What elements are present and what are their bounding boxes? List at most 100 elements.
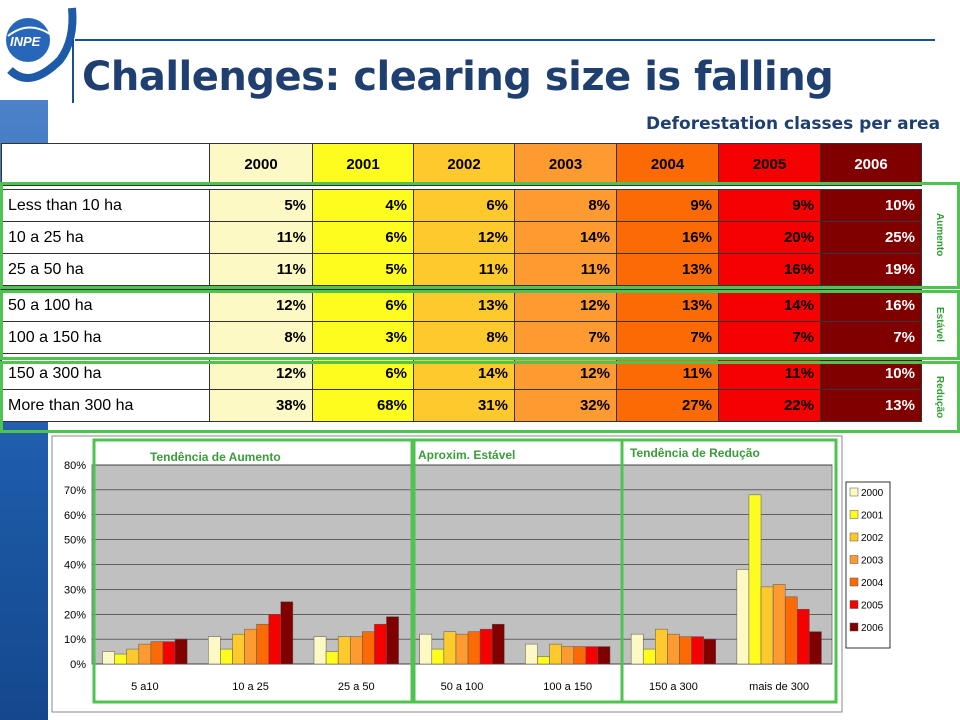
y-tick-label: 60% xyxy=(64,510,86,522)
table-cell: 14% xyxy=(718,289,821,322)
table-subtitle: Deforestation classes per area xyxy=(646,114,941,134)
logo-text: INPE xyxy=(10,34,41,49)
page-title: Challenges: clearing size is falling xyxy=(82,54,834,100)
legend-label: 2002 xyxy=(861,533,884,544)
bar xyxy=(374,623,387,665)
bar xyxy=(431,648,445,665)
bar xyxy=(655,628,668,665)
bar xyxy=(772,584,786,665)
chart-group-box-reducao xyxy=(620,438,838,704)
bar xyxy=(630,633,644,665)
bar xyxy=(208,636,221,665)
group-label-estavel: Estável xyxy=(934,307,945,343)
bar xyxy=(784,596,798,665)
bar xyxy=(691,636,704,665)
y-tick-label: 10% xyxy=(64,634,86,646)
x-tick-label: 25 a 50 xyxy=(338,681,375,693)
table-row: 100 a 150 ha 8% 3% 8% 7% 7% 7% 7% xyxy=(1,321,922,354)
inpe-logo: INPE xyxy=(6,7,77,82)
table-cell: 11% xyxy=(209,253,313,286)
legend-swatch xyxy=(849,487,859,497)
y-tick-label: 80% xyxy=(64,460,86,472)
bar xyxy=(150,641,164,665)
table-cell: 16% xyxy=(718,253,821,286)
table-cell: 10% xyxy=(820,189,922,222)
table-cell: 7% xyxy=(718,321,821,354)
legend-swatch xyxy=(849,555,859,564)
bar xyxy=(797,609,810,665)
table-cell: 6% xyxy=(413,189,515,222)
table-cell: 13% xyxy=(616,289,719,322)
bar xyxy=(537,656,550,665)
table-row: 10 a 25 ha 11% 6% 12% 14% 16% 20% 25% xyxy=(1,221,922,254)
table-cell: 13% xyxy=(616,253,719,286)
legend-swatch xyxy=(849,577,859,587)
table-cell: 11% xyxy=(514,253,617,286)
table-cell: 31% xyxy=(413,389,515,422)
bar xyxy=(748,494,762,665)
bar xyxy=(386,616,399,665)
bar xyxy=(337,636,351,665)
y-tick-label: 40% xyxy=(64,560,86,572)
bar xyxy=(232,633,245,665)
x-tick-label: 10 a 25 xyxy=(232,681,269,693)
group-box-reducao xyxy=(0,361,960,433)
table-header-row: 2000 2001 2002 2003 2004 2005 2006 xyxy=(1,143,922,186)
bar xyxy=(443,631,457,665)
x-tick-label: 50 a 100 xyxy=(441,681,484,693)
table-cell: 32% xyxy=(514,389,617,422)
group-box-estavel xyxy=(0,290,960,360)
bar xyxy=(597,646,611,665)
group-label-reducao: Redução xyxy=(934,375,945,419)
table-row: More than 300 ha 38% 68% 31% 32% 27% 22%… xyxy=(1,389,922,422)
annotation-reducao: Tendência de Redução xyxy=(630,446,760,460)
legend-box xyxy=(845,481,891,649)
table-cell: 12% xyxy=(514,289,617,322)
table-cell: 68% xyxy=(312,389,414,422)
table-cell: 11% xyxy=(413,253,515,286)
annotation-estavel: Aproxim. Estável xyxy=(418,448,516,462)
table-cell: 5% xyxy=(209,189,313,222)
bar xyxy=(585,646,599,665)
table-cell: 4% xyxy=(312,189,414,222)
bar xyxy=(467,631,481,665)
year-header-2006: 2006 xyxy=(820,143,922,186)
row-label: More than 300 ha xyxy=(1,389,210,422)
bar xyxy=(667,633,680,665)
bar xyxy=(268,614,282,665)
table-cell: 7% xyxy=(514,321,617,354)
bar xyxy=(114,653,127,665)
y-tick-label: 0% xyxy=(70,659,86,671)
bar xyxy=(479,628,493,665)
bar xyxy=(549,643,562,665)
bar xyxy=(525,643,538,665)
table-cell: 27% xyxy=(616,389,719,422)
x-tick-label: 150 a 300 xyxy=(649,681,698,693)
table-cell: 8% xyxy=(514,189,617,222)
table-cell: 7% xyxy=(820,321,922,354)
legend-label: 2003 xyxy=(861,556,884,567)
bar xyxy=(280,601,294,665)
bar xyxy=(220,648,233,665)
row-label: Less than 10 ha xyxy=(1,189,210,222)
bar xyxy=(573,646,587,665)
bar xyxy=(174,638,188,665)
bar xyxy=(491,623,505,665)
bar xyxy=(349,636,363,665)
bar xyxy=(126,648,140,665)
row-label: 25 a 50 ha xyxy=(1,253,210,286)
table-cell: 3% xyxy=(312,321,414,354)
bar xyxy=(642,648,656,665)
bar xyxy=(244,628,257,665)
header-corner-cell xyxy=(1,143,210,186)
bar xyxy=(736,569,750,665)
year-header-2002: 2002 xyxy=(413,143,515,186)
legend-label: 2000 xyxy=(861,488,884,499)
bar xyxy=(561,646,575,665)
table-cell: 38% xyxy=(209,389,313,422)
chart-group-box-aumento xyxy=(92,438,414,704)
table-cell: 14% xyxy=(514,221,617,254)
year-header-2003: 2003 xyxy=(514,143,617,186)
bar xyxy=(809,631,822,665)
